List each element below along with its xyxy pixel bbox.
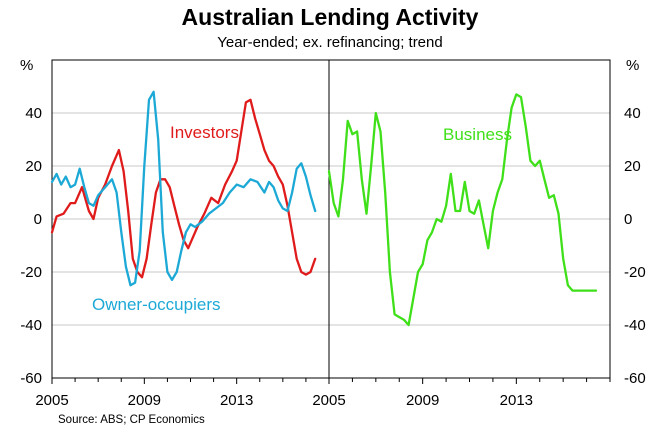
series-label-owner-occupiers: Owner-occupiers [92,295,221,314]
y-unit-right: % [626,57,639,74]
y-tick-label-right: -60 [624,370,646,387]
series-label-business: Business [443,125,512,144]
y-tick-label-left: -60 [20,370,42,387]
plot-frame [51,59,611,379]
y-tick-label-left: 0 [34,211,42,228]
x-tick-label-right: 2005 [312,392,345,409]
x-tick-label-left: 2013 [220,392,253,409]
series-line-owner-occupiers [50,90,317,287]
chart-subtitle: Year-ended; ex. refinancing; trend [217,34,443,51]
y-tick-label-right: -20 [624,264,646,281]
y-tick-label-right: 20 [624,158,641,175]
y-tick-label-right: 0 [624,211,632,228]
y-unit-left: % [20,57,33,74]
series-line-business [327,93,598,327]
y-tick-label-right: 40 [624,105,641,122]
x-tick-label-right: 2009 [406,392,439,409]
x-tick-label-left: 2005 [35,392,68,409]
y-tick-label-left: -40 [20,317,42,334]
y-tick-label-left: 40 [25,105,42,122]
y-tick-label-left: 20 [25,158,42,175]
series-label-investors: Investors [170,123,239,142]
source-note: Source: ABS; CP Economics [58,414,205,426]
chart-title: Australian Lending Activity [181,4,479,30]
x-tick-label-right: 2013 [500,392,533,409]
x-tick-label-left: 2009 [128,392,161,409]
y-tick-label-right: -40 [624,317,646,334]
y-tick-label-left: -20 [20,264,42,281]
